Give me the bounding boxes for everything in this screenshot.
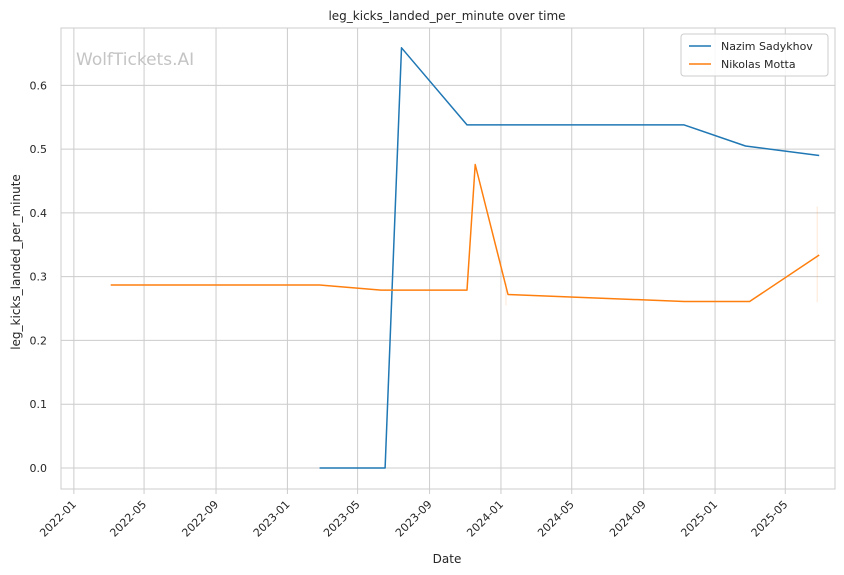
plot-area: WolfTickets.AI xyxy=(60,27,836,490)
watermark: WolfTickets.AI xyxy=(76,50,194,70)
y-axis-label: leg_kicks_landed_per_minute xyxy=(9,174,23,350)
y-tick-label: 0.1 xyxy=(30,398,48,411)
x-axis-label: Date xyxy=(433,552,462,566)
series-lines xyxy=(110,47,820,469)
y-tick-label: 0.6 xyxy=(30,79,48,92)
legend-box xyxy=(680,33,829,77)
y-tick-label: 0.4 xyxy=(30,207,48,220)
plot-background xyxy=(61,28,835,489)
series-line-1 xyxy=(110,163,820,303)
y-tick-label: 0.2 xyxy=(30,334,48,347)
legend: Nazim Sadykhov Nikolas Motta xyxy=(680,33,829,77)
series-line-0 xyxy=(319,47,820,469)
plot-frame xyxy=(60,27,836,490)
y-tick-label: 0.5 xyxy=(30,143,48,156)
grid xyxy=(61,28,835,489)
legend-label-0: Nazim Sadykhov xyxy=(721,40,813,53)
y-tick-label: 0.3 xyxy=(30,271,48,284)
y-tick-label: 0.0 xyxy=(30,462,48,475)
chart-title: leg_kicks_landed_per_minute over time xyxy=(328,9,565,23)
legend-label-1: Nikolas Motta xyxy=(721,58,796,71)
y-axis-ticks: 0.0 0.1 0.2 0.3 0.4 0.5 0.6 xyxy=(30,79,48,475)
